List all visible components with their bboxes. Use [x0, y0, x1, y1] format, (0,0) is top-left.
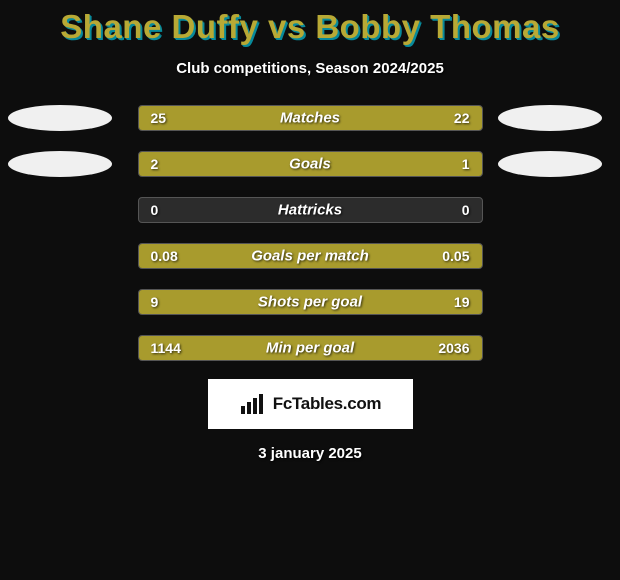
club-badge-left: [8, 105, 112, 131]
value-right: 19: [454, 294, 470, 310]
metric-bar: 0 0 Hattricks: [138, 197, 483, 223]
value-right: 1: [462, 156, 470, 172]
bar-fill-left: [139, 152, 368, 176]
metric-row: 9 19 Shots per goal: [0, 289, 620, 315]
page-subtitle: Club competitions, Season 2024/2025: [176, 60, 444, 77]
logo-text: FcTables.com: [273, 394, 382, 414]
value-right: 2036: [438, 340, 469, 356]
metric-bar: 0.08 0.05 Goals per match: [138, 243, 483, 269]
date-text: 3 january 2025: [258, 445, 361, 462]
metric-label: Matches: [280, 110, 340, 127]
value-right: 22: [454, 110, 470, 126]
metric-bar: 1144 2036 Min per goal: [138, 335, 483, 361]
barchart-icon: [239, 394, 267, 414]
metric-row: 1144 2036 Min per goal: [0, 335, 620, 361]
metric-label: Hattricks: [278, 202, 342, 219]
metric-row: 0.08 0.05 Goals per match: [0, 243, 620, 269]
value-left: 9: [151, 294, 159, 310]
metric-bar: 25 22 Matches: [138, 105, 483, 131]
value-right: 0.05: [442, 248, 469, 264]
value-left: 1144: [151, 340, 181, 356]
value-left: 25: [151, 110, 167, 126]
metric-row: 25 22 Matches: [0, 105, 620, 131]
metric-bar: 9 19 Shots per goal: [138, 289, 483, 315]
metric-label: Min per goal: [266, 340, 354, 357]
metrics-list: 25 22 Matches 2 1 Goals 0 0 Hattricks 0.08 0.05 Goa…: [0, 105, 620, 361]
metric-label: Goals: [289, 156, 331, 173]
club-badge-right: [498, 151, 602, 177]
club-badge-left: [8, 151, 112, 177]
club-badge-right: [498, 105, 602, 131]
value-right: 0: [462, 202, 470, 218]
metric-label: Goals per match: [251, 248, 369, 265]
metric-label: Shots per goal: [258, 294, 362, 311]
value-left: 0: [151, 202, 159, 218]
value-left: 0.08: [151, 248, 178, 264]
page-title: Shane Duffy vs Bobby Thomas: [60, 8, 559, 46]
metric-bar: 2 1 Goals: [138, 151, 483, 177]
source-logo: FcTables.com: [208, 379, 413, 429]
comparison-infographic: Shane Duffy vs Bobby Thomas Club competi…: [0, 0, 620, 462]
metric-row: 0 0 Hattricks: [0, 197, 620, 223]
metric-row: 2 1 Goals: [0, 151, 620, 177]
value-left: 2: [151, 156, 159, 172]
